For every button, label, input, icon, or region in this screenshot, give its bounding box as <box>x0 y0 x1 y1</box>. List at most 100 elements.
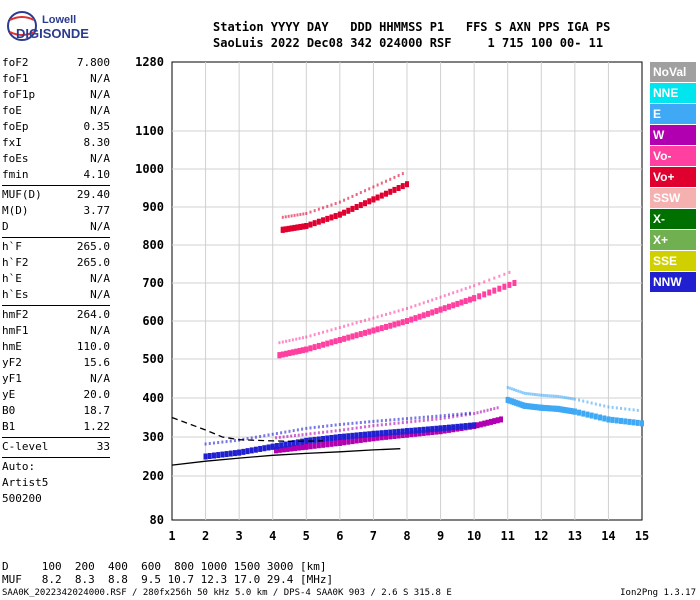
echo-point <box>274 443 279 450</box>
echo-point <box>632 408 635 412</box>
echo-point <box>368 187 371 191</box>
param-name: hmE <box>2 340 22 353</box>
param-name: yF1 <box>2 372 22 385</box>
y-tick-label: 1100 <box>135 124 164 138</box>
echo-point <box>543 405 548 412</box>
echo-point <box>452 415 455 419</box>
echo-point <box>560 406 565 413</box>
echo-point <box>304 223 309 229</box>
echo-point <box>524 403 529 410</box>
param-name: D <box>2 220 9 233</box>
x-tick-label: 5 <box>303 529 310 543</box>
echo-point <box>492 418 497 425</box>
param-value: N/A <box>90 324 110 337</box>
echo-point <box>410 305 413 309</box>
echo-point <box>263 434 266 438</box>
echo-point <box>289 445 294 452</box>
echo-point <box>409 431 414 438</box>
echo-point <box>496 406 499 410</box>
echo-point <box>426 299 429 303</box>
param-value: N/A <box>90 88 110 101</box>
echo-point <box>553 405 558 412</box>
profile-line <box>171 448 401 466</box>
echo-point <box>301 433 304 437</box>
param-value: N/A <box>90 152 110 165</box>
param-name: B1 <box>2 420 16 433</box>
echo-point <box>347 427 350 431</box>
echo-point <box>418 302 421 306</box>
echo-point <box>322 330 325 334</box>
echo-point <box>275 432 278 436</box>
echo-point <box>409 316 414 323</box>
echo-point <box>297 347 302 354</box>
x-tick-label: 2 <box>202 529 209 543</box>
echo-point <box>346 433 351 440</box>
echo-point <box>262 445 267 452</box>
echo-point <box>343 422 346 426</box>
echo-point <box>478 282 481 286</box>
echo-point <box>354 204 359 210</box>
x-tick-label: 13 <box>568 529 582 543</box>
echo-point <box>401 308 404 312</box>
echo-point <box>451 424 456 431</box>
echo-point <box>459 299 464 306</box>
echo-point <box>317 331 320 335</box>
echo-point <box>308 443 313 450</box>
echo-point <box>562 406 567 413</box>
echo-point <box>279 442 284 449</box>
param-value: 18.7 <box>83 404 111 417</box>
echo-point <box>531 392 534 396</box>
param-row: foF1p N/A <box>2 88 110 104</box>
echo-point <box>354 432 359 439</box>
echo-point <box>611 405 614 409</box>
y-tick-label: 500 <box>142 352 164 366</box>
echo-point <box>287 350 292 357</box>
echo-point <box>246 437 249 441</box>
legend-entry: SSE <box>650 251 696 271</box>
param-row: B1 1.22 <box>2 420 110 436</box>
echo-point <box>358 432 363 439</box>
echo-point <box>393 421 396 425</box>
echo-point <box>330 423 333 427</box>
echo-point <box>426 415 429 419</box>
echo-point <box>355 321 358 325</box>
echo-point <box>312 220 317 227</box>
echo-point <box>389 311 392 315</box>
echo-point <box>561 395 564 399</box>
y-tick-label: 400 <box>142 391 164 405</box>
echo-point <box>347 196 350 200</box>
echo-point <box>290 214 293 218</box>
echo-point <box>368 420 371 424</box>
echo-point <box>363 200 368 207</box>
echo-point <box>295 439 300 446</box>
echo-point <box>375 194 380 201</box>
echo-point <box>295 224 300 231</box>
echo-point <box>375 430 380 437</box>
echo-point <box>607 405 610 409</box>
echo-point <box>266 444 271 451</box>
echo-point <box>304 443 309 450</box>
echo-point <box>376 315 379 319</box>
echo-point <box>405 181 409 188</box>
echo-point <box>499 416 503 423</box>
echo-point <box>292 445 297 452</box>
x-tick-label: 14 <box>601 529 615 543</box>
echo-point <box>582 399 585 403</box>
param-name: M(D) <box>2 204 29 217</box>
echo-point <box>375 326 380 333</box>
echo-point <box>298 336 301 340</box>
echo-point <box>540 393 543 397</box>
echo-point <box>364 425 367 429</box>
echo-point <box>563 395 566 399</box>
echo-point <box>397 417 400 421</box>
echo-point <box>329 214 334 221</box>
echo-point <box>570 408 575 415</box>
echo-point <box>409 427 414 434</box>
param-row: hmF2 264.0 <box>2 308 110 324</box>
echo-point <box>493 407 496 411</box>
echo-point <box>334 202 337 206</box>
echo-point <box>456 414 459 418</box>
echo-point <box>405 431 409 438</box>
echo-point <box>322 430 325 434</box>
